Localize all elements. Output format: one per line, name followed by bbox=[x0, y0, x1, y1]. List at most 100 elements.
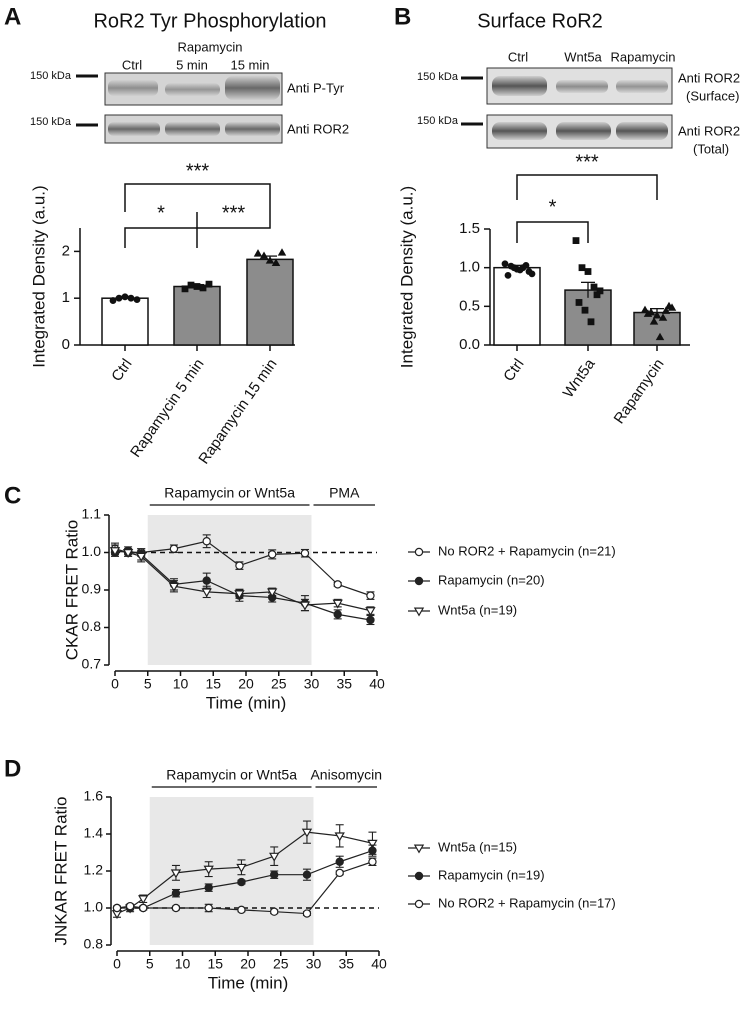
blot-marker: 150 kDa bbox=[30, 116, 72, 128]
legend-label: Wnt5a (n=19) bbox=[438, 602, 517, 617]
legend-label: Rapamycin (n=20) bbox=[438, 572, 545, 587]
data-point bbox=[575, 299, 583, 306]
data-point bbox=[504, 272, 512, 279]
data-point bbox=[138, 903, 148, 913]
y-tick-label: 0.9 bbox=[82, 581, 102, 597]
y-tick-label: 1.1 bbox=[82, 506, 102, 522]
data-point bbox=[368, 857, 377, 866]
y-tick-label: 1.4 bbox=[84, 825, 104, 841]
series-line bbox=[116, 861, 373, 915]
blot-band bbox=[556, 80, 608, 93]
data-point bbox=[333, 580, 342, 589]
data-point bbox=[204, 903, 213, 913]
significance-bracket bbox=[124, 227, 198, 248]
data-point bbox=[367, 839, 378, 849]
blot-band bbox=[108, 122, 160, 136]
data-point bbox=[122, 549, 134, 559]
blot-band bbox=[225, 76, 280, 100]
data-point bbox=[640, 305, 650, 314]
data-point bbox=[234, 590, 245, 600]
blot-band bbox=[616, 80, 668, 93]
data-point bbox=[516, 266, 524, 274]
y-axis-label: Integrated Density (a.u.) bbox=[29, 185, 48, 367]
panel-letter: C bbox=[4, 482, 21, 509]
data-point bbox=[658, 313, 668, 321]
data-point bbox=[136, 552, 147, 562]
legend-marker bbox=[413, 844, 425, 854]
blot-column: Ctrl bbox=[508, 49, 528, 64]
y-tick-label: 0.8 bbox=[82, 618, 102, 634]
panel-letter: B bbox=[394, 3, 411, 30]
data-point bbox=[365, 607, 376, 617]
blot-antibody: Anti ROR2 bbox=[678, 70, 740, 85]
annotation-label: Rapamycin or Wnt5a bbox=[164, 485, 295, 501]
blot-marker: 150 kDa bbox=[417, 115, 459, 127]
x-tick-label: Rapamycin 15 min bbox=[195, 356, 280, 468]
data-point bbox=[301, 828, 313, 838]
blot-column: 5 min bbox=[176, 57, 208, 72]
data-point bbox=[300, 549, 310, 558]
data-point bbox=[334, 832, 345, 842]
bar bbox=[493, 266, 541, 346]
data-point bbox=[643, 309, 653, 317]
x-tick-label: 20 bbox=[238, 676, 254, 692]
data-point bbox=[649, 317, 659, 325]
data-point bbox=[181, 285, 189, 293]
x-axis-label: Time (min) bbox=[208, 973, 289, 992]
x-tick-label: 20 bbox=[240, 956, 256, 972]
series-line bbox=[117, 850, 373, 909]
data-point bbox=[133, 296, 141, 304]
x-tick-label: 30 bbox=[306, 956, 322, 972]
blot-band bbox=[616, 122, 668, 140]
significance-label: *** bbox=[186, 160, 210, 182]
blot-antibody: (Total) bbox=[693, 141, 729, 156]
legend-label: No ROR2 + Rapamycin (n=17) bbox=[438, 895, 616, 910]
x-tick-label: Ctrl bbox=[108, 356, 135, 385]
x-tick-label: 40 bbox=[369, 676, 385, 692]
significance-label: *** bbox=[575, 151, 599, 173]
data-point bbox=[277, 248, 287, 256]
data-point bbox=[203, 865, 214, 875]
data-point bbox=[270, 907, 279, 916]
x-tick-label: 0 bbox=[113, 956, 121, 972]
x-tick-label: Wnt5a bbox=[560, 355, 599, 401]
data-point bbox=[202, 537, 211, 546]
legend-marker bbox=[413, 607, 425, 617]
significance-bracket bbox=[124, 183, 271, 212]
y-tick-label: 0.7 bbox=[82, 656, 102, 672]
data-point bbox=[170, 869, 182, 879]
data-point bbox=[501, 260, 509, 268]
data-point bbox=[584, 268, 592, 275]
chart-title: Surface RoR2 bbox=[477, 10, 603, 32]
x-tick-label: Rapamycin bbox=[611, 356, 668, 427]
x-axis-label: Time (min) bbox=[206, 693, 287, 712]
data-point bbox=[202, 576, 211, 585]
data-point bbox=[253, 249, 263, 257]
y-tick-label: 0 bbox=[62, 336, 70, 353]
x-tick-label: 10 bbox=[173, 676, 189, 692]
data-point bbox=[269, 852, 280, 862]
data-point bbox=[593, 291, 601, 299]
blot-column: Wnt5a bbox=[564, 49, 602, 64]
legend-marker bbox=[414, 547, 424, 557]
blot-marker: 150 kDa bbox=[417, 71, 459, 83]
blot-column: Rapamycin bbox=[610, 49, 675, 64]
blot-band bbox=[108, 80, 158, 96]
annotation-label: PMA bbox=[329, 485, 360, 501]
data-point bbox=[237, 905, 246, 915]
blot-antibody: Anti P-Tyr bbox=[287, 80, 345, 95]
data-point bbox=[125, 901, 135, 911]
legend-label: No ROR2 + Rapamycin (n=21) bbox=[438, 543, 616, 558]
x-tick-label: 30 bbox=[304, 676, 320, 692]
data-point bbox=[332, 599, 343, 609]
legend-marker bbox=[414, 871, 424, 881]
panel-letter: D bbox=[4, 755, 21, 782]
y-tick-label: 0.0 bbox=[459, 336, 480, 353]
series-line bbox=[114, 550, 371, 612]
y-tick-label: 2 bbox=[62, 242, 70, 259]
x-tick-label: Ctrl bbox=[500, 356, 527, 385]
annotation-label: Anisomycin bbox=[310, 767, 382, 783]
data-point bbox=[366, 591, 375, 600]
y-tick-label: 1.0 bbox=[84, 899, 104, 915]
